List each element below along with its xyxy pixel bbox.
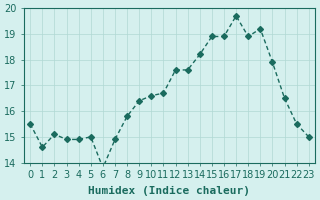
X-axis label: Humidex (Indice chaleur): Humidex (Indice chaleur) (89, 186, 251, 196)
